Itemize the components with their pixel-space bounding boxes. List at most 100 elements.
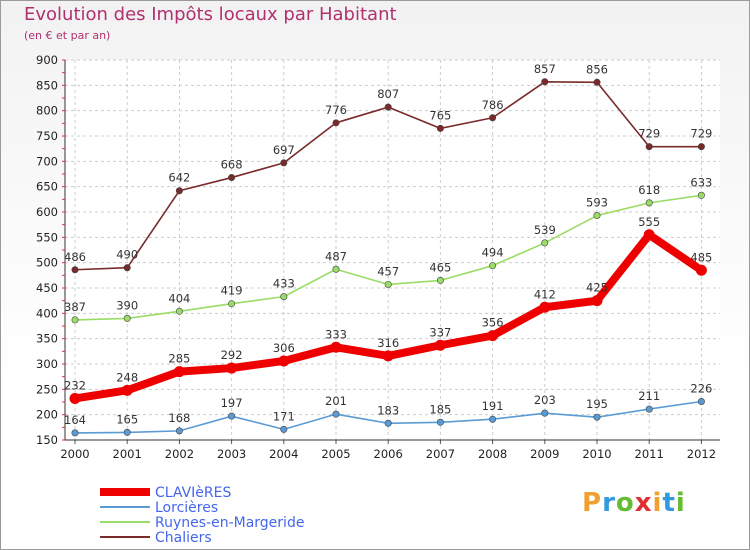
data-label: 465	[429, 260, 451, 274]
data-point	[175, 427, 183, 435]
data-label: 195	[586, 397, 608, 411]
data-label: 633	[690, 175, 712, 189]
x-tick-label: 2003	[217, 447, 246, 461]
data-point	[645, 143, 653, 151]
x-tick-label: 2005	[321, 447, 350, 461]
data-point	[697, 191, 705, 199]
data-point	[280, 425, 288, 433]
logo-letter: i	[675, 488, 686, 518]
legend-label: Chaliers	[155, 530, 212, 546]
data-point	[332, 265, 340, 273]
data-point	[384, 103, 392, 111]
legend-label: Lorcières	[155, 500, 218, 516]
data-label: 197	[221, 396, 243, 410]
data-point	[228, 412, 236, 420]
proxiti-logo: Proxiti	[582, 488, 686, 518]
data-label: 306	[273, 341, 295, 355]
data-point	[278, 355, 290, 367]
data-point	[71, 316, 79, 324]
data-label: 285	[168, 352, 190, 366]
data-label: 185	[429, 402, 451, 416]
data-point	[436, 276, 444, 284]
data-label: 593	[586, 196, 608, 210]
data-point	[71, 266, 79, 274]
data-point	[489, 114, 497, 122]
y-tick-label: 800	[36, 104, 58, 118]
y-tick-label: 250	[36, 382, 58, 396]
data-label: 857	[534, 62, 556, 76]
data-point	[332, 119, 340, 127]
data-point	[280, 159, 288, 167]
x-tick-label: 2011	[635, 447, 664, 461]
data-label: 191	[482, 399, 504, 413]
data-point	[123, 264, 131, 272]
data-point	[541, 78, 549, 86]
data-point	[69, 392, 81, 404]
y-tick-label: 400	[36, 306, 58, 320]
data-point	[697, 397, 705, 405]
data-label: 168	[168, 411, 190, 425]
data-label: 412	[534, 287, 556, 301]
data-point	[121, 384, 133, 396]
plot-area	[65, 60, 720, 440]
data-label: 333	[325, 327, 347, 341]
data-label: 729	[638, 127, 660, 141]
logo-letter: P	[582, 488, 603, 518]
y-tick-label: 500	[36, 256, 58, 270]
x-tick-label: 2000	[60, 447, 89, 461]
data-point	[228, 300, 236, 308]
x-tick-label: 2009	[530, 447, 559, 461]
data-label: 404	[168, 291, 190, 305]
logo-letter: t	[662, 488, 676, 518]
legend-label: Ruynes-en-Margeride	[155, 515, 304, 531]
x-tick-label: 2010	[582, 447, 611, 461]
data-label: 494	[482, 246, 504, 260]
data-label: 765	[429, 108, 451, 122]
y-tick-label: 300	[36, 357, 58, 371]
data-label: 776	[325, 103, 347, 117]
data-label: 337	[429, 325, 451, 339]
data-label: 171	[273, 409, 295, 423]
data-point	[436, 124, 444, 132]
data-label: 211	[638, 389, 660, 403]
data-label: 486	[64, 250, 86, 264]
logo-letter: r	[602, 488, 616, 518]
chart-title: Evolution des Impôts locaux par Habitant	[24, 4, 397, 25]
data-point	[436, 418, 444, 426]
data-point	[541, 409, 549, 417]
data-point	[175, 307, 183, 315]
data-point	[175, 187, 183, 195]
data-point	[332, 410, 340, 418]
data-point	[593, 413, 601, 421]
data-label: 203	[534, 393, 556, 407]
data-label: 668	[221, 158, 243, 172]
y-tick-label: 350	[36, 332, 58, 346]
data-label: 485	[690, 250, 712, 264]
y-tick-label: 700	[36, 154, 58, 168]
data-label: 292	[221, 348, 243, 362]
data-point	[643, 229, 655, 241]
data-point	[384, 419, 392, 427]
x-tick-label: 2012	[687, 447, 716, 461]
data-point	[71, 429, 79, 437]
data-label: 201	[325, 394, 347, 408]
data-point	[593, 78, 601, 86]
data-label: 165	[116, 412, 138, 426]
logo-letter: i	[652, 488, 663, 518]
x-tick-label: 2004	[269, 447, 298, 461]
x-tick-label: 2008	[478, 447, 507, 461]
data-label: 555	[638, 215, 660, 229]
data-label: 316	[377, 336, 399, 350]
data-label: 164	[64, 413, 86, 427]
x-tick-label: 2002	[165, 447, 194, 461]
data-point	[123, 428, 131, 436]
data-point	[280, 293, 288, 301]
x-tick-label: 2001	[113, 447, 142, 461]
data-point	[489, 415, 497, 423]
data-label: 539	[534, 223, 556, 237]
data-label: 487	[325, 249, 347, 263]
data-point	[489, 262, 497, 270]
data-label: 433	[273, 277, 295, 291]
data-point	[487, 330, 499, 342]
data-point	[541, 239, 549, 247]
